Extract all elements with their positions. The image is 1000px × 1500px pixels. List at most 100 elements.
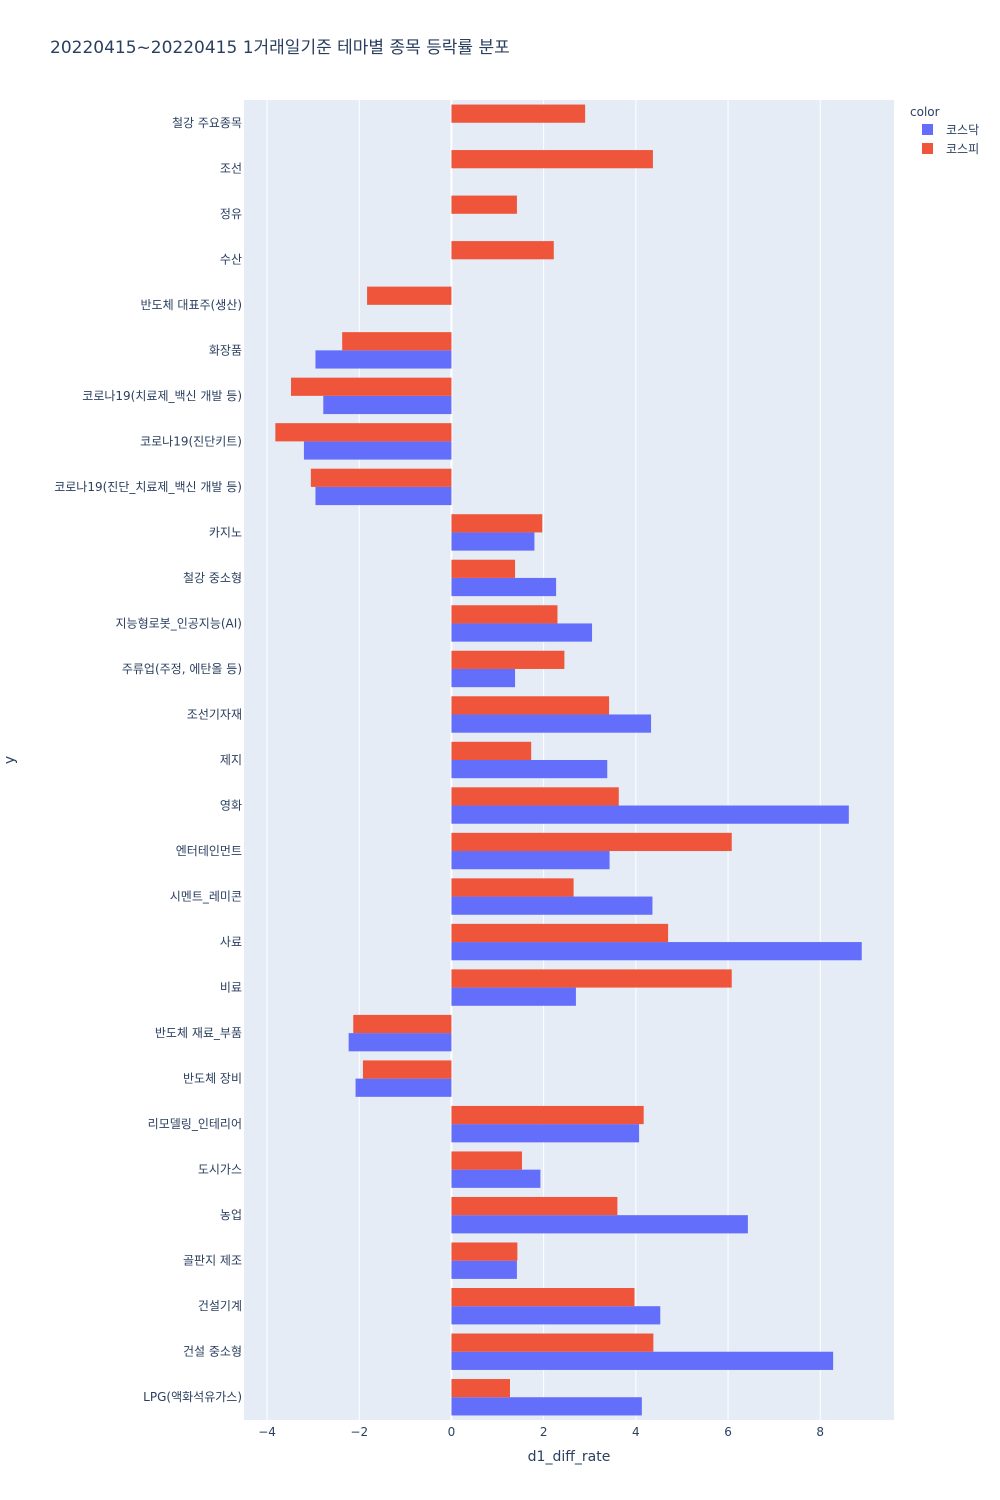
bar[interactable]	[451, 1333, 654, 1352]
y-tick-label: 코로나19(치료제_백신 개발 등)	[82, 389, 242, 403]
bar[interactable]	[451, 623, 593, 642]
bar[interactable]	[451, 1196, 618, 1216]
y-tick-label: 철강 중소형	[183, 571, 242, 585]
legend-item-label[interactable]: 코스닥	[946, 123, 979, 137]
x-tick-label: 4	[632, 1425, 640, 1439]
bar[interactable]	[451, 969, 732, 988]
bar[interactable]	[451, 195, 517, 214]
y-tick-label: 조선기자재	[187, 707, 242, 721]
bar[interactable]	[451, 668, 516, 688]
bar[interactable]	[291, 377, 452, 396]
bars	[275, 104, 862, 1416]
x-axis-title: d1_diff_rate	[528, 1449, 611, 1465]
legend-item-label[interactable]: 코스피	[946, 142, 979, 156]
y-tick-label: 반도체 대표주(생산)	[141, 298, 243, 312]
bar[interactable]	[451, 805, 849, 824]
bar[interactable]	[451, 1105, 644, 1125]
bar[interactable]	[451, 832, 732, 852]
y-tick-label: 골판지 제조	[183, 1254, 242, 1268]
y-tick-label: 제지	[220, 753, 242, 767]
bar[interactable]	[451, 760, 608, 779]
y-tick-label: 리모델링_인테리어	[148, 1117, 242, 1131]
bar[interactable]	[451, 741, 532, 760]
x-tick-label: 2	[540, 1425, 548, 1439]
x-tick-labels: −4 −2 0 2 4 6 8	[258, 1425, 824, 1439]
y-tick-label: 코로나19(진단_치료제_백신 개발 등)	[54, 480, 242, 494]
y-tick-label: 건설기계	[198, 1299, 242, 1313]
bar[interactable]	[451, 150, 653, 169]
y-tick-label: 코로나19(진단키트)	[140, 434, 242, 448]
bar[interactable]	[451, 1169, 541, 1188]
bar[interactable]	[355, 1078, 452, 1097]
bar[interactable]	[451, 605, 558, 624]
legend-swatch[interactable]	[922, 143, 933, 154]
bar[interactable]	[451, 1242, 518, 1261]
legend-title: color	[910, 105, 940, 119]
x-tick-label: 0	[448, 1425, 456, 1439]
bar[interactable]	[353, 1014, 452, 1034]
bar[interactable]	[315, 350, 452, 369]
bar[interactable]	[310, 468, 452, 487]
bar[interactable]	[451, 514, 543, 533]
bar[interactable]	[451, 987, 576, 1006]
bar[interactable]	[275, 423, 452, 442]
bar[interactable]	[451, 1288, 635, 1307]
bar[interactable]	[451, 787, 619, 806]
bar[interactable]	[451, 923, 669, 943]
bar[interactable]	[451, 1306, 661, 1325]
x-tick-label: 8	[816, 1425, 824, 1439]
bar[interactable]	[451, 104, 586, 123]
y-tick-label: 반도체 재료_부품	[155, 1026, 242, 1040]
bar[interactable]	[451, 1124, 640, 1143]
bar[interactable]	[451, 650, 565, 669]
bar[interactable]	[451, 1351, 834, 1370]
bar[interactable]	[451, 241, 554, 260]
bar[interactable]	[451, 559, 516, 578]
bar[interactable]	[451, 714, 652, 733]
bar[interactable]	[451, 1379, 510, 1398]
y-tick-label: 시멘트_레미콘	[170, 890, 242, 904]
bar[interactable]	[362, 1060, 452, 1079]
y-tick-label: 도시가스	[198, 1163, 242, 1177]
y-tick-label: 카지노	[209, 525, 242, 539]
x-tick-label: 6	[724, 1425, 732, 1439]
bar[interactable]	[451, 878, 574, 897]
y-tick-label: 화장품	[209, 343, 242, 357]
bar[interactable]	[315, 486, 452, 506]
bar[interactable]	[451, 851, 610, 870]
y-tick-label: 사료	[220, 935, 242, 949]
y-tick-label: 수산	[220, 252, 242, 266]
chart-title: 20220415~20220415 1거래일기준 테마별 종목 등락률 분포	[50, 38, 510, 58]
bar[interactable]	[451, 1151, 522, 1170]
y-tick-label: 정유	[220, 207, 242, 221]
x-tick-label: −4	[258, 1425, 276, 1439]
bar[interactable]	[451, 942, 862, 961]
bar[interactable]	[451, 696, 610, 715]
y-tick-label: 영화	[220, 799, 242, 813]
y-tick-label: 건설 중소형	[183, 1345, 242, 1359]
bar[interactable]	[451, 1215, 748, 1234]
y-tick-label: 비료	[220, 981, 242, 995]
y-tick-label: 반도체 장비	[183, 1072, 242, 1086]
bar[interactable]	[323, 395, 452, 415]
y-tick-label: 철강 주요종목	[172, 116, 242, 130]
bar[interactable]	[451, 896, 653, 915]
bar[interactable]	[451, 1397, 642, 1416]
y-tick-label: 조선	[220, 161, 242, 175]
legend-swatch[interactable]	[922, 124, 933, 135]
bar[interactable]	[303, 441, 452, 460]
y-axis-title: y	[2, 756, 18, 764]
y-tick-label: 엔터테인먼트	[176, 844, 242, 858]
bar[interactable]	[342, 332, 452, 351]
bar[interactable]	[451, 532, 535, 551]
bar[interactable]	[367, 286, 452, 305]
y-tick-label: 지능형로봇_인공지능(AI)	[116, 616, 242, 630]
bar[interactable]	[451, 1260, 517, 1279]
bar[interactable]	[348, 1033, 452, 1052]
x-tick-label: −2	[350, 1425, 368, 1439]
bar[interactable]	[451, 577, 557, 597]
y-tick-label: 주류업(주정, 에탄올 등)	[122, 662, 242, 676]
